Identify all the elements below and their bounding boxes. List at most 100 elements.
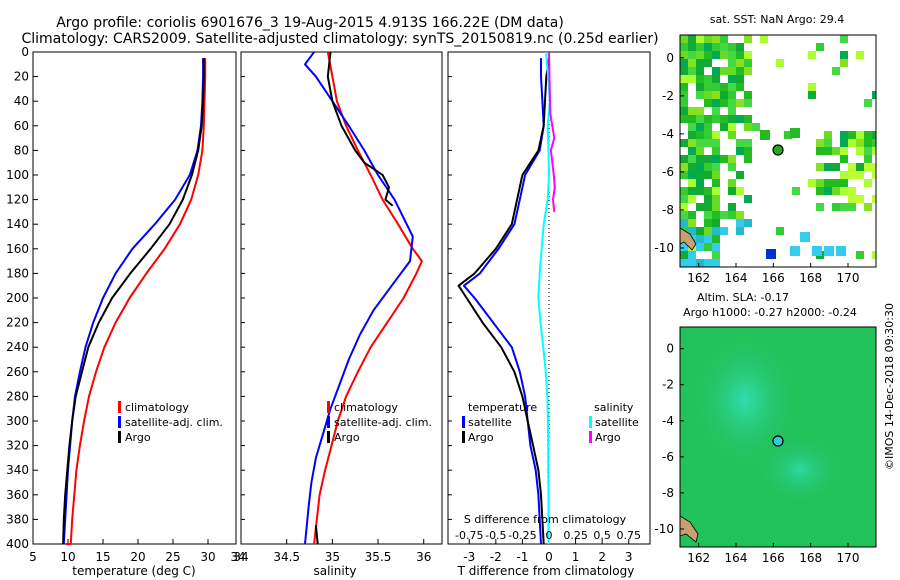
sst-cell — [872, 251, 876, 259]
sst-cell — [728, 155, 736, 163]
sst-cell — [696, 59, 704, 67]
sst-cell — [712, 115, 720, 123]
sst-cell — [720, 67, 728, 75]
sst-cell — [704, 59, 712, 67]
argo-position-marker — [772, 144, 784, 156]
sst-cell — [816, 187, 824, 195]
s-tick-label: 0.25 — [563, 529, 588, 542]
sst-cell — [848, 163, 856, 171]
sst-cell — [680, 187, 688, 195]
sst-cell — [766, 249, 776, 259]
x-tick-label: -1 — [516, 550, 528, 564]
sst-cell — [688, 163, 696, 171]
sst-cell — [696, 179, 704, 187]
legend-satellite: satellite-adj. clim. — [125, 416, 223, 429]
sst-cell — [816, 179, 824, 187]
sst-cell — [744, 139, 752, 147]
sst-cell — [704, 203, 712, 211]
sst-cell — [704, 35, 712, 43]
sst-cell — [720, 123, 728, 131]
sst-cell — [720, 35, 728, 43]
sst-cell — [712, 67, 720, 75]
depth-tick-label: 400 — [6, 537, 29, 551]
sst-cell — [744, 147, 752, 155]
sst-cell — [704, 115, 712, 123]
sst-cell — [688, 43, 696, 51]
map-x-tick-label: 162 — [687, 551, 710, 565]
sst-cell — [736, 51, 744, 59]
sst-cell — [680, 243, 688, 251]
map-y-tick-label: -2 — [662, 378, 674, 392]
sst-cell — [680, 75, 688, 83]
sst-cell — [688, 51, 696, 59]
sst-cell — [808, 83, 816, 91]
series-line-climatology — [313, 51, 423, 545]
sst-cell — [696, 187, 704, 195]
sst-cell — [704, 219, 712, 227]
salinity-lines — [304, 51, 423, 545]
sst-cell — [688, 115, 696, 123]
sst-cell — [696, 227, 704, 235]
salinity-xlabel: salinity — [313, 564, 356, 578]
sst-cell — [856, 147, 864, 155]
sst-cell — [760, 35, 768, 43]
sst-cell — [848, 203, 856, 211]
sst-cell — [680, 43, 688, 51]
s-tick-label: 0.5 — [593, 529, 611, 542]
sst-cell — [728, 131, 736, 139]
difference-panel: -3 -2 -1 0 1 2 3 S difference from climatology… — [447, 51, 651, 578]
sst-cell — [720, 83, 728, 91]
legend-s-argo: Argo — [595, 431, 621, 444]
depth-tick-label: 340 — [6, 463, 29, 477]
salinity-y-ticks — [241, 51, 245, 545]
sst-cell — [712, 259, 720, 267]
sst-cell — [864, 179, 872, 187]
sst-cell — [704, 171, 712, 179]
sst-cell — [704, 139, 712, 147]
sst-cell — [832, 203, 840, 211]
sst-cell — [840, 155, 848, 163]
x-tick-label: 2 — [598, 550, 606, 564]
map-x-tick-label: 170 — [837, 551, 860, 565]
sst-cell — [744, 99, 752, 107]
sst-cell — [728, 59, 736, 67]
series-line-satellite-adj-clim- — [304, 51, 414, 545]
sst-cell — [688, 35, 696, 43]
x-tick-label: 30 — [200, 550, 215, 564]
sst-cell — [728, 211, 736, 219]
sst-cell — [688, 147, 696, 155]
sst-cell — [696, 131, 704, 139]
s-tick-label: 0 — [546, 529, 553, 542]
sst-cell — [872, 163, 876, 171]
sst-cell — [712, 107, 720, 115]
sst-cell — [680, 171, 688, 179]
x-tick-label: 1 — [572, 550, 580, 564]
sst-cell — [744, 195, 752, 203]
x-tick-label: 35.5 — [365, 550, 392, 564]
sst-cell — [688, 211, 696, 219]
imos-stamp: ©IMOS 14-Dec-2018 09:30:30 — [883, 303, 896, 470]
sst-cell — [872, 195, 876, 203]
depth-tick-label: 220 — [6, 316, 29, 330]
series-line-argo-deep — [314, 525, 319, 545]
legend-satellite: satellite-adj. clim. — [334, 416, 432, 429]
sst-cell — [836, 246, 846, 256]
depth-tick-label: 360 — [6, 488, 29, 502]
sst-cell — [696, 83, 704, 91]
salinity-axes-frame — [240, 51, 443, 545]
sst-cell — [840, 51, 848, 59]
sst-cell — [776, 227, 784, 235]
sst-cell — [720, 99, 728, 107]
sst-cell — [704, 51, 712, 59]
sst-cell — [704, 75, 712, 83]
series-line-s-argo — [548, 51, 556, 213]
x-tick-label: 34 — [230, 550, 245, 564]
difference-y-ticks — [448, 51, 452, 545]
depth-tick-label: 320 — [6, 439, 29, 453]
sst-cell — [728, 83, 736, 91]
sst-cell — [736, 139, 744, 147]
legend-climatology: climatology — [125, 401, 189, 414]
map-x-tick-label: 164 — [725, 271, 748, 285]
sst-cell — [728, 123, 736, 131]
sst-cell — [856, 139, 864, 147]
